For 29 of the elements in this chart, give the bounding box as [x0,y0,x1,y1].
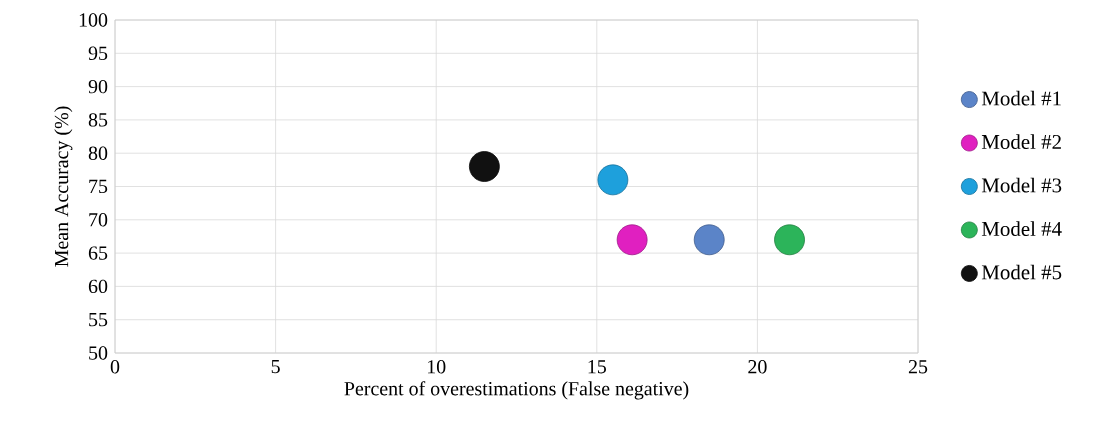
point [693,224,725,256]
y-tick-label: 65 [88,246,108,260]
y-tick-label: 85 [88,113,108,127]
y-tick-label: 70 [89,213,108,227]
y-tick-label: 55 [89,313,108,327]
x-tick-label: 20 [748,360,767,374]
x-tick-label: 10 [427,360,446,374]
x-tick-label: 0 [110,360,120,374]
y-axis-title: Mean Accuracy (%) [54,106,73,267]
y-tick-label: 100 [79,13,108,27]
point [468,151,500,182]
point [616,224,648,256]
legend-label: Model #4 [981,221,1062,236]
x-axis-title: Percent of overestimations (False negative) [344,381,689,400]
y-tick-label: 50 [89,346,108,360]
x-tick-label: 5 [271,360,280,374]
x-tick-label: 25 [908,360,928,374]
legend-label: Model #2 [981,134,1061,150]
legend-label: Model #5 [981,264,1062,280]
legend-label: Model #3 [981,177,1062,193]
point [597,164,629,196]
point [774,224,805,256]
y-tick-label: 75 [89,179,108,194]
y-tick-label: 60 [88,279,108,294]
y-tick-label: 80 [88,146,108,160]
x-tick-label: 15 [588,360,606,374]
y-tick-label: 95 [88,46,108,60]
y-tick-label: 90 [88,79,108,94]
legend-label: Model #1 [981,90,1061,106]
